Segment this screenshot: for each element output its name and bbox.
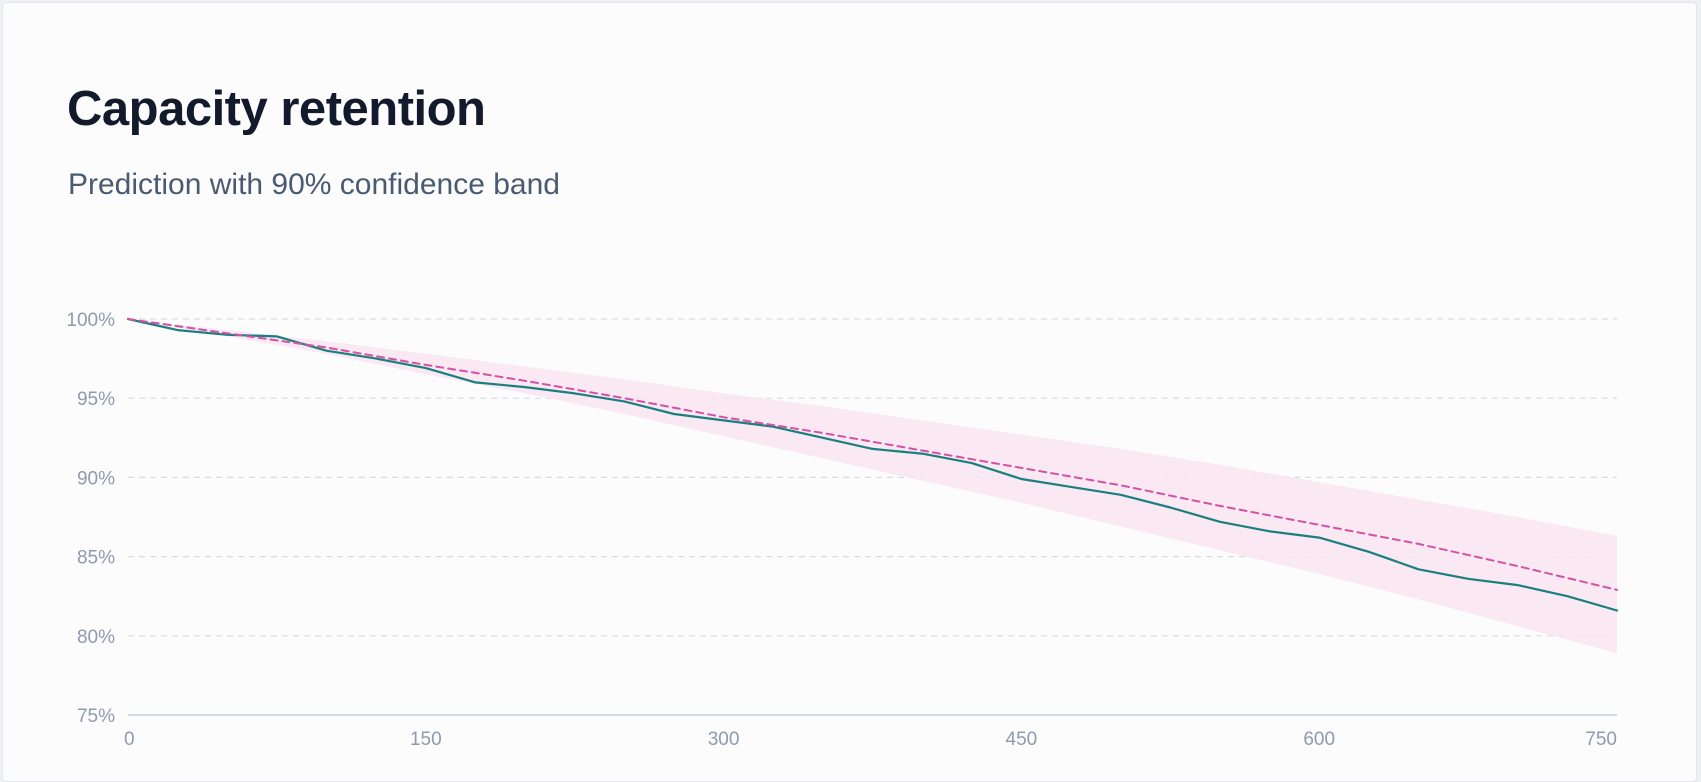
x-tick-label: 750 [1585, 729, 1617, 750]
measured-line [126, 317, 1619, 612]
y-tick-label: 90% [77, 468, 115, 489]
x-tick-label: 150 [410, 729, 442, 750]
confidence-band-layer [128, 319, 1617, 654]
x-tick-label: 600 [1303, 729, 1335, 750]
chart-title: Capacity retention [67, 82, 486, 136]
x-tick-label: 450 [1006, 729, 1038, 750]
y-tick-label: 95% [77, 389, 115, 410]
series-lines [126, 317, 1619, 612]
prediction-line [127, 318, 1618, 591]
y-tick-label: 80% [77, 627, 115, 648]
x-tick-label: 300 [708, 729, 740, 750]
x-tick-label: 0 [124, 729, 135, 750]
y-tick-label: 85% [77, 548, 115, 569]
confidence-band [128, 319, 1617, 654]
chart-subtitle: Prediction with 90% confidence band [68, 168, 560, 201]
axes: 100% 95% 90% 85% 80% 75% 0 150 300 450 600 750 [66, 310, 1617, 750]
y-tick-label: 100% [66, 310, 115, 331]
y-tick-label: 75% [77, 706, 115, 727]
